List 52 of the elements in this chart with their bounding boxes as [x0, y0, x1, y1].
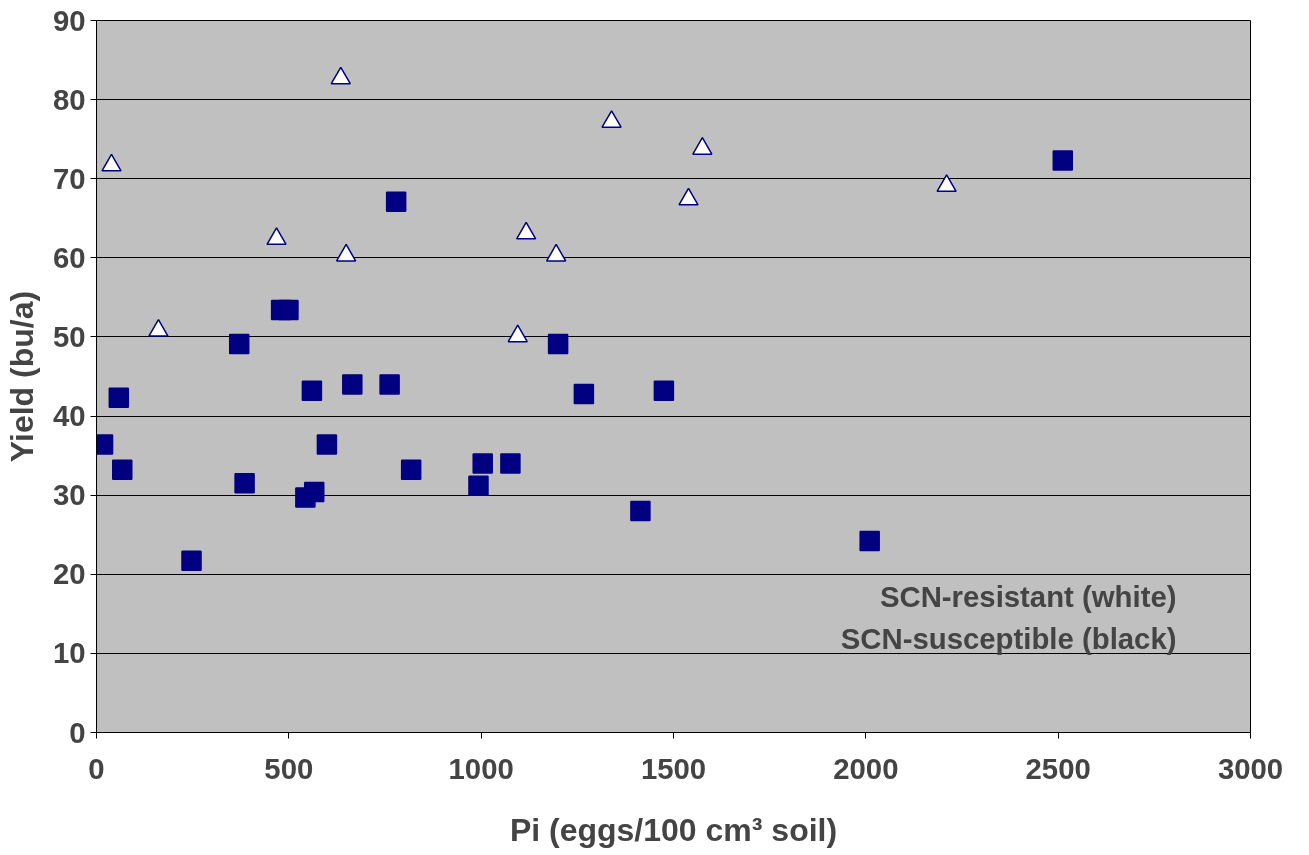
- point: [472, 453, 493, 474]
- point: [936, 174, 957, 193]
- point: [301, 380, 323, 401]
- point: [112, 459, 133, 481]
- y-tick-label: 10: [52, 636, 86, 670]
- y-tick-label: 60: [52, 240, 86, 274]
- point: [108, 387, 130, 409]
- point: [859, 530, 880, 552]
- point: [547, 333, 569, 355]
- point: [468, 475, 489, 496]
- x-tick-label: 1000: [448, 751, 514, 785]
- point: [692, 136, 713, 155]
- point: [601, 110, 622, 128]
- y-tick-label: 0: [69, 715, 86, 749]
- point: [630, 500, 651, 522]
- point: [573, 383, 595, 405]
- x-tick-label: 2500: [1025, 751, 1091, 785]
- point: [653, 380, 675, 401]
- annotation: SCN-resistant (white): [879, 579, 1177, 613]
- point: [385, 191, 407, 212]
- y-tick-label: 70: [52, 161, 86, 195]
- point: [400, 459, 422, 481]
- point: [500, 453, 521, 474]
- point: [228, 333, 250, 355]
- x-tick-label: 2000: [833, 751, 899, 785]
- y-tick-label: 90: [52, 3, 86, 37]
- x-tick-label: 1500: [640, 751, 707, 785]
- x-tick-label: 3000: [1217, 751, 1284, 785]
- y-axis-title: Yield (bu/a): [3, 290, 40, 463]
- point: [266, 227, 287, 246]
- point: [507, 324, 528, 343]
- point: [101, 153, 122, 172]
- point: [515, 221, 537, 240]
- y-tick-label: 50: [52, 319, 86, 353]
- point: [181, 550, 202, 572]
- x-axis-title: Pi (eggs/100 cm³ soil): [509, 811, 838, 848]
- point: [335, 243, 357, 262]
- point: [303, 481, 325, 503]
- point: [342, 374, 363, 395]
- annotation: SCN-susceptible (black): [840, 621, 1177, 655]
- x-tick-label: 500: [264, 751, 314, 785]
- y-tick-label: 80: [52, 82, 86, 116]
- point: [278, 299, 299, 321]
- point: [678, 187, 699, 206]
- point: [545, 243, 567, 262]
- y-tick-label: 40: [52, 399, 86, 433]
- point: [330, 66, 352, 85]
- point: [379, 374, 400, 395]
- y-tick-label: 30: [52, 478, 86, 512]
- point: [234, 473, 255, 494]
- point: [316, 434, 338, 455]
- y-tick-label: 20: [52, 557, 86, 591]
